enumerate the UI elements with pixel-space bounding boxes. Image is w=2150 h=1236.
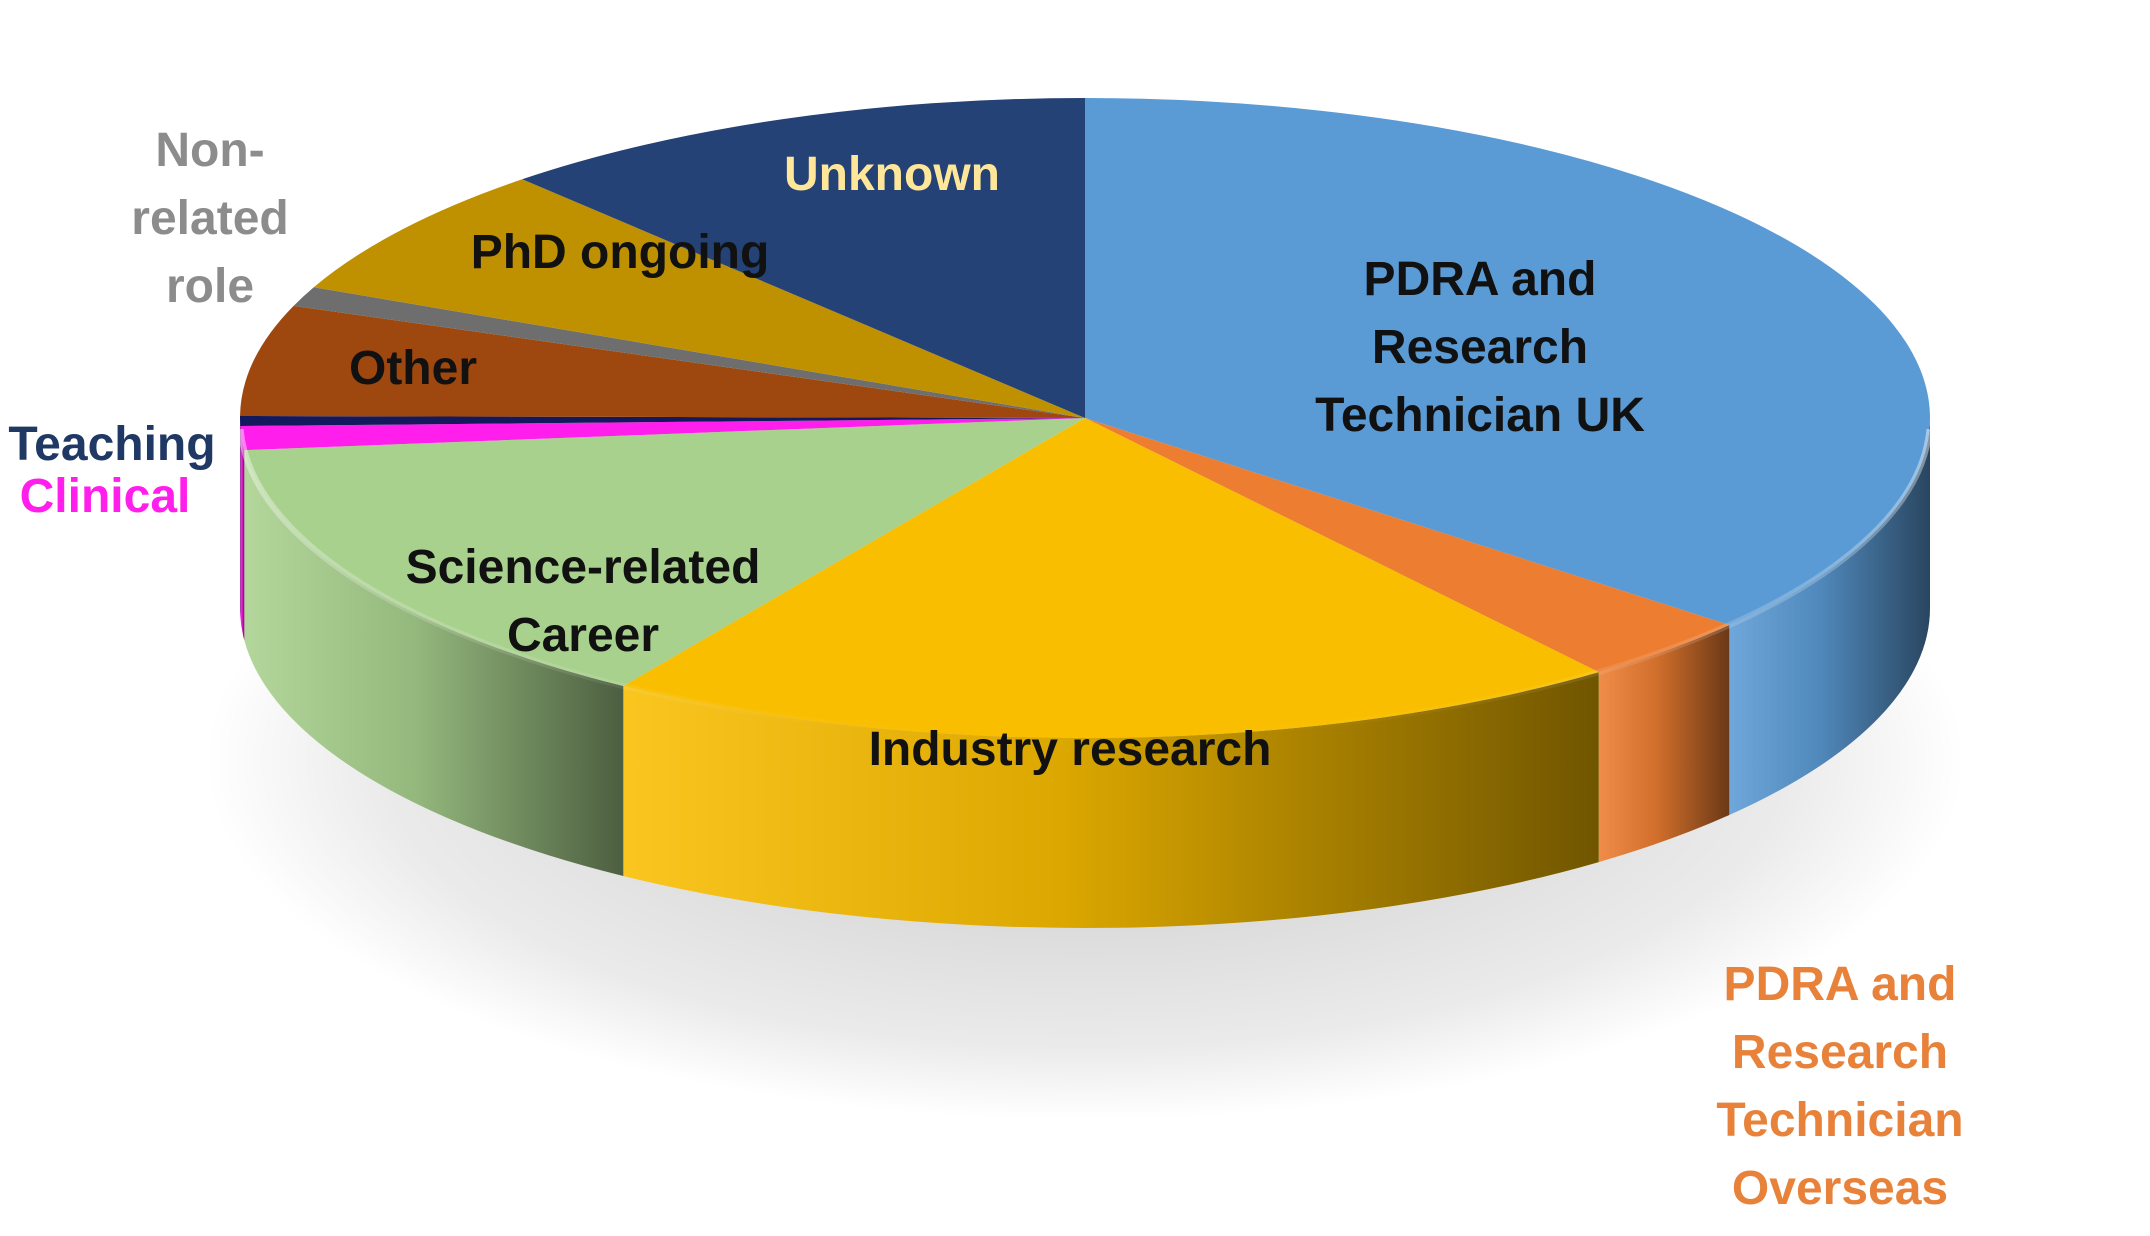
slice-label-line: Other bbox=[349, 342, 477, 395]
slice-label-line: Research bbox=[1732, 1026, 1948, 1079]
slice-label-line: Career bbox=[507, 609, 659, 662]
slice-label-line: Overseas bbox=[1732, 1162, 1948, 1215]
slice-label-unknown: Unknown bbox=[784, 148, 1000, 201]
slice-label-non-related: Non-related role bbox=[131, 124, 288, 313]
pie-slice-science-career bbox=[244, 418, 1086, 687]
pie-slice-phd bbox=[313, 179, 1085, 418]
pie-side-shade-industry bbox=[623, 672, 1599, 929]
pie-slice-clinical bbox=[240, 418, 1086, 451]
pie-rim-highlight bbox=[237, 428, 1933, 742]
slice-labels: PDRA and Research Technician UK PDRA and Res… bbox=[8, 124, 1963, 1215]
slice-label-line: role bbox=[166, 260, 254, 313]
slice-label-line: Technician bbox=[1716, 1094, 1963, 1147]
pie-side-shade-science-career bbox=[244, 450, 624, 877]
slice-label-pdra-overseas: PDRA and Research Technician Overseas bbox=[1716, 958, 1963, 1215]
slice-label-pdra-uk: PDRA and Research Technician UK bbox=[1315, 253, 1645, 442]
slice-label-line: Non- bbox=[155, 124, 264, 177]
slice-label-line: Technician UK bbox=[1315, 389, 1645, 442]
slice-label-line: Unknown bbox=[784, 148, 1000, 201]
pie-slice-other bbox=[240, 305, 1086, 418]
slice-label-line: Research bbox=[1372, 321, 1588, 374]
pie-side-shade-clinical bbox=[240, 426, 245, 641]
slice-label-line: Clinical bbox=[20, 470, 191, 523]
slice-label-clinical: Clinical bbox=[20, 470, 191, 523]
pie-top bbox=[240, 98, 1930, 738]
slice-label-line: Industry research bbox=[869, 723, 1272, 776]
pie-sides bbox=[240, 418, 1930, 929]
slice-label-line: Science-related bbox=[406, 541, 761, 594]
pie-slice-industry bbox=[623, 418, 1599, 738]
slice-label-line: PhD ongoing bbox=[471, 226, 770, 279]
slice-label-industry: Industry research bbox=[869, 723, 1272, 776]
slice-label-other: Other bbox=[349, 342, 477, 395]
slice-label-line: related bbox=[131, 192, 288, 245]
pie-slice-pdra-uk bbox=[1085, 98, 1930, 626]
pie-side-shade-pdra-overseas bbox=[1598, 625, 1730, 863]
slice-label-science-career: Science-related Career bbox=[406, 541, 761, 662]
pie-slice-teaching bbox=[240, 415, 1086, 427]
pie-side-shade-pdra-uk bbox=[1729, 418, 1930, 816]
slice-label-phd: PhD ongoing bbox=[471, 226, 770, 279]
pie-slice-unknown bbox=[522, 98, 1085, 418]
pie-slice-pdra-overseas bbox=[1085, 418, 1730, 673]
pie-slice-non-related bbox=[293, 287, 1085, 418]
slice-label-line: Teaching bbox=[8, 418, 215, 471]
slice-label-teaching: Teaching bbox=[8, 418, 215, 471]
slice-label-line: PDRA and bbox=[1364, 253, 1597, 306]
slice-label-line: PDRA and bbox=[1724, 958, 1957, 1011]
